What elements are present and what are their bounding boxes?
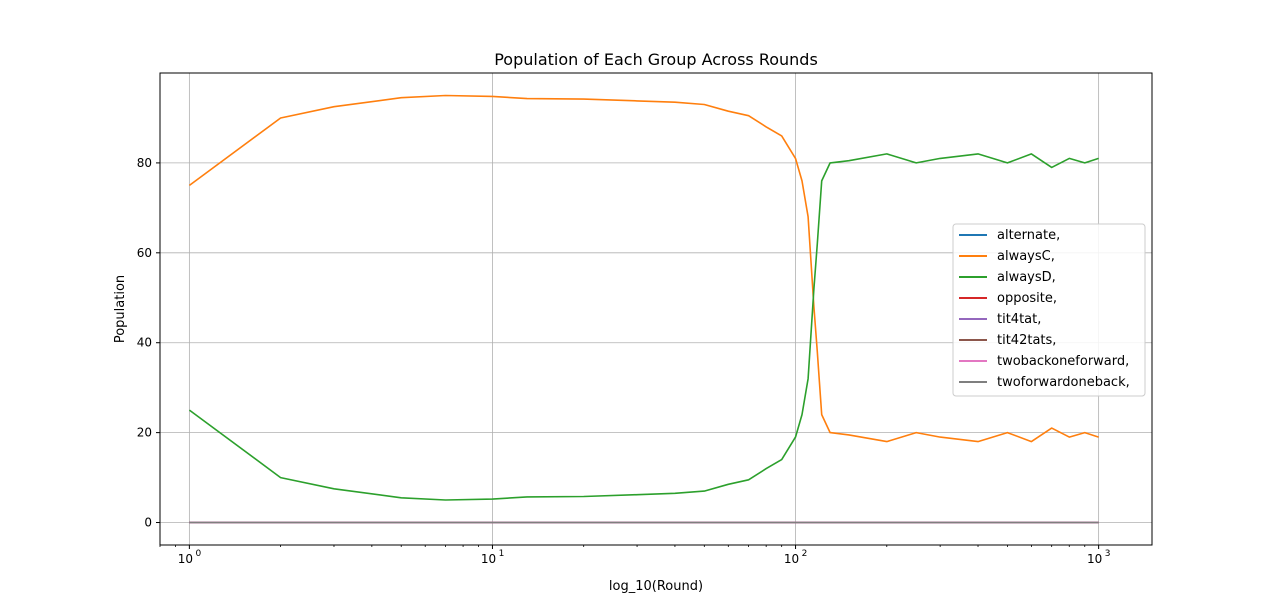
legend-entry-label: alwaysD,: [997, 270, 1056, 285]
x-tick-label: 10: [1087, 552, 1102, 566]
legend-entry-label: twobackoneforward,: [997, 354, 1129, 369]
legend-entry-label: twoforwardoneback,: [997, 375, 1130, 390]
series-lines: [188, 94, 1099, 524]
x-tick-exponent: 1: [499, 549, 505, 559]
legend-entry-label: opposite,: [997, 291, 1057, 306]
y-tick-label: 80: [137, 156, 152, 170]
legend-box: [952, 223, 1146, 397]
x-tick-exponent: 0: [196, 549, 202, 559]
legend: alternate, alwaysC, alwaysD, opposite, tit4t…: [952, 223, 1146, 397]
x-tick-label: 10: [481, 552, 496, 566]
y-tick-label: 40: [137, 336, 152, 350]
plot-area-frame: [159, 72, 1153, 546]
x-tick-exponent: 3: [1105, 549, 1111, 559]
legend-entry-label: alwaysC,: [997, 249, 1055, 264]
x-tick-label: 10: [784, 552, 799, 566]
x-axis-label: log_10(Round): [609, 579, 703, 594]
x-tick-exponent: 2: [802, 549, 808, 559]
y-axis-label: Population: [113, 275, 128, 343]
y-tick-label: 60: [137, 246, 152, 260]
legend-entry-label: alternate,: [997, 228, 1060, 243]
y-tick-label: 0: [144, 516, 152, 530]
x-tick-label: 10: [178, 552, 193, 566]
y-tick-label: 20: [137, 426, 152, 440]
series-line-alwaysd: [188, 153, 1099, 501]
legend-entry-label: tit42tats,: [997, 333, 1056, 348]
legend-entry-label: tit4tat,: [997, 312, 1041, 327]
series-line-alwaysc: [188, 94, 1099, 443]
chart-title: Population of Each Group Across Rounds: [494, 50, 818, 69]
